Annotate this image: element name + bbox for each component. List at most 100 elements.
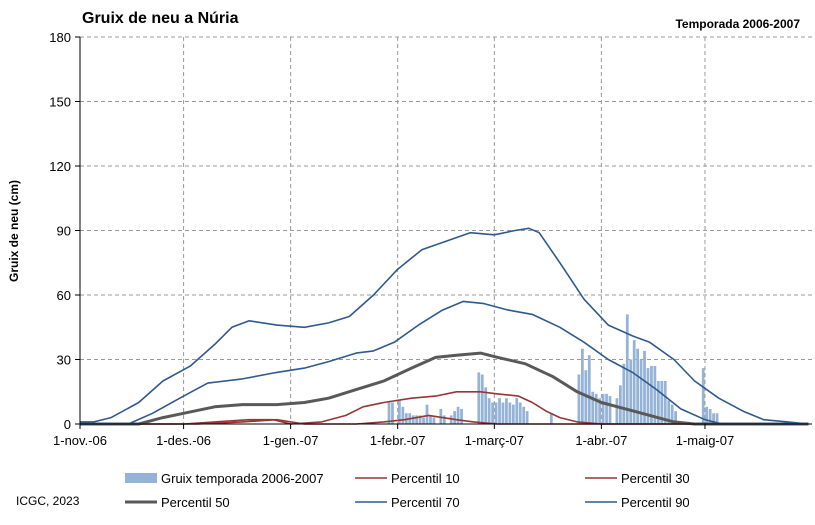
y-tick-label: 180 [49, 30, 71, 45]
legend-label: Percentil 90 [621, 495, 690, 510]
snow-depth-bar [425, 404, 429, 424]
snow-depth-bar [650, 365, 653, 424]
snow-depth-bar [505, 398, 508, 424]
snow-depth-bar [511, 404, 515, 424]
snow-depth-bar [477, 372, 481, 424]
legend: Gruix temporada 2006-2007 Percentil 10 Per… [125, 471, 690, 510]
snow-depth-bar [601, 393, 605, 424]
snow-depth-bar [587, 355, 591, 424]
x-tick-label: 1-nov.-06 [53, 433, 107, 448]
percentil-10-line [80, 414, 809, 425]
snow-depth-bar [401, 406, 405, 424]
gridlines [80, 36, 812, 424]
snow-depth-bar [639, 359, 643, 424]
snow-depth-bar [491, 402, 494, 424]
y-tick-label: 90 [57, 224, 71, 239]
x-tick-label: 1-maig-07 [676, 433, 735, 448]
snow-depth-bar [549, 413, 553, 424]
x-tick-label: 1-febr.-07 [370, 433, 426, 448]
snow-depth-bar [629, 359, 633, 424]
axes [75, 36, 812, 429]
snow-depth-bar [508, 402, 512, 424]
legend-label: Percentil 70 [391, 495, 460, 510]
snow-depth-bar [391, 402, 394, 424]
snow-depth-bar [715, 413, 719, 424]
legend-label: Gruix temporada 2006-2007 [161, 471, 324, 486]
snow-depth-bar [615, 398, 619, 424]
snow-depth-bar [484, 387, 488, 424]
snow-depth-bar [456, 406, 460, 424]
x-tick-label: 1-març-07 [465, 433, 524, 448]
snow-depth-bar [646, 368, 650, 424]
snow-depth-bar [498, 398, 501, 424]
y-tick-label: 60 [57, 288, 71, 303]
snow-depth-bar [429, 415, 432, 424]
snow-depth-bar [525, 411, 529, 424]
snow-depth-bar [398, 400, 401, 424]
x-tick-label: 1-abr.-07 [575, 433, 627, 448]
y-tick-label: 150 [49, 95, 71, 110]
snow-depth-bar [432, 417, 436, 424]
snow-depth-bar [674, 411, 677, 424]
legend-label: Percentil 10 [391, 471, 460, 486]
snow-depth-bar [670, 404, 674, 424]
percentil-70-line [80, 300, 809, 425]
snow-depth-bar [598, 398, 602, 424]
snow-depth-bar [594, 393, 598, 424]
snow-depth-bar [422, 417, 425, 424]
snow-depth-bar [480, 374, 484, 424]
snow-depth-bar [653, 365, 657, 424]
bar-series [387, 314, 719, 424]
snow-depth-bar [581, 348, 584, 424]
snow-depth-bar [660, 381, 664, 424]
snow-depth-bar [636, 348, 640, 424]
snow-depth-bar [449, 415, 453, 424]
snow-depth-bar [618, 385, 622, 424]
x-tick-label: 1-gen.-07 [263, 433, 319, 448]
snow-depth-bar [453, 411, 457, 424]
snow-depth-bar [418, 415, 422, 424]
snow-depth-bar [667, 400, 671, 424]
credit-text: ICGC, 2023 [16, 494, 80, 508]
snow-depth-bar [460, 408, 463, 424]
percentile-lines [80, 227, 809, 426]
chart-title: Gruix de neu a Núria [82, 10, 239, 27]
snow-depth-bar [487, 398, 491, 424]
y-tick-labels: 0 30 60 90 120 150 180 [49, 30, 71, 432]
snow-depth-bar [701, 368, 705, 424]
legend-swatch [125, 473, 157, 483]
percentil-30-line [80, 390, 809, 425]
snow-depth-bar [622, 363, 626, 424]
y-tick-label: 0 [64, 417, 71, 432]
x-tick-label: 1-des.-06 [156, 433, 211, 448]
snow-depth-bar [705, 406, 709, 424]
season-label: Temporada 2006-2007 [675, 17, 800, 31]
snow-depth-bar [708, 408, 712, 424]
snow-depth-bar [411, 415, 415, 424]
snow-depth-bar [663, 381, 667, 424]
snow-depth-bar [522, 406, 526, 424]
snow-depth-bar [591, 391, 595, 424]
x-tick-labels: 1-nov.-06 1-des.-06 1-gen.-07 1-febr.-07 1-m… [53, 433, 734, 448]
snow-depth-bar [415, 415, 419, 424]
snow-depth-bar [442, 415, 446, 424]
percentil-90-line [80, 227, 809, 425]
snow-depth-bar [605, 393, 608, 424]
y-tick-label: 30 [57, 353, 71, 368]
snow-depth-bar [632, 340, 636, 424]
snow-depth-bar [515, 398, 519, 424]
snow-depth-bar [518, 402, 522, 424]
snow-depth-bar [712, 413, 715, 424]
snow-depth-bar [501, 402, 505, 424]
y-tick-label: 120 [49, 159, 71, 174]
legend-label: Percentil 30 [621, 471, 690, 486]
snow-depth-bar [387, 402, 391, 424]
snow-depth-bar [494, 402, 498, 424]
snow-depth-bar [608, 396, 612, 424]
y-axis-label: Gruix de neu (cm) [7, 180, 21, 282]
percentil-50-line [80, 351, 809, 426]
snow-depth-bar [656, 381, 660, 424]
snow-depth-bar [577, 374, 581, 424]
snow-depth-bar [643, 350, 646, 424]
